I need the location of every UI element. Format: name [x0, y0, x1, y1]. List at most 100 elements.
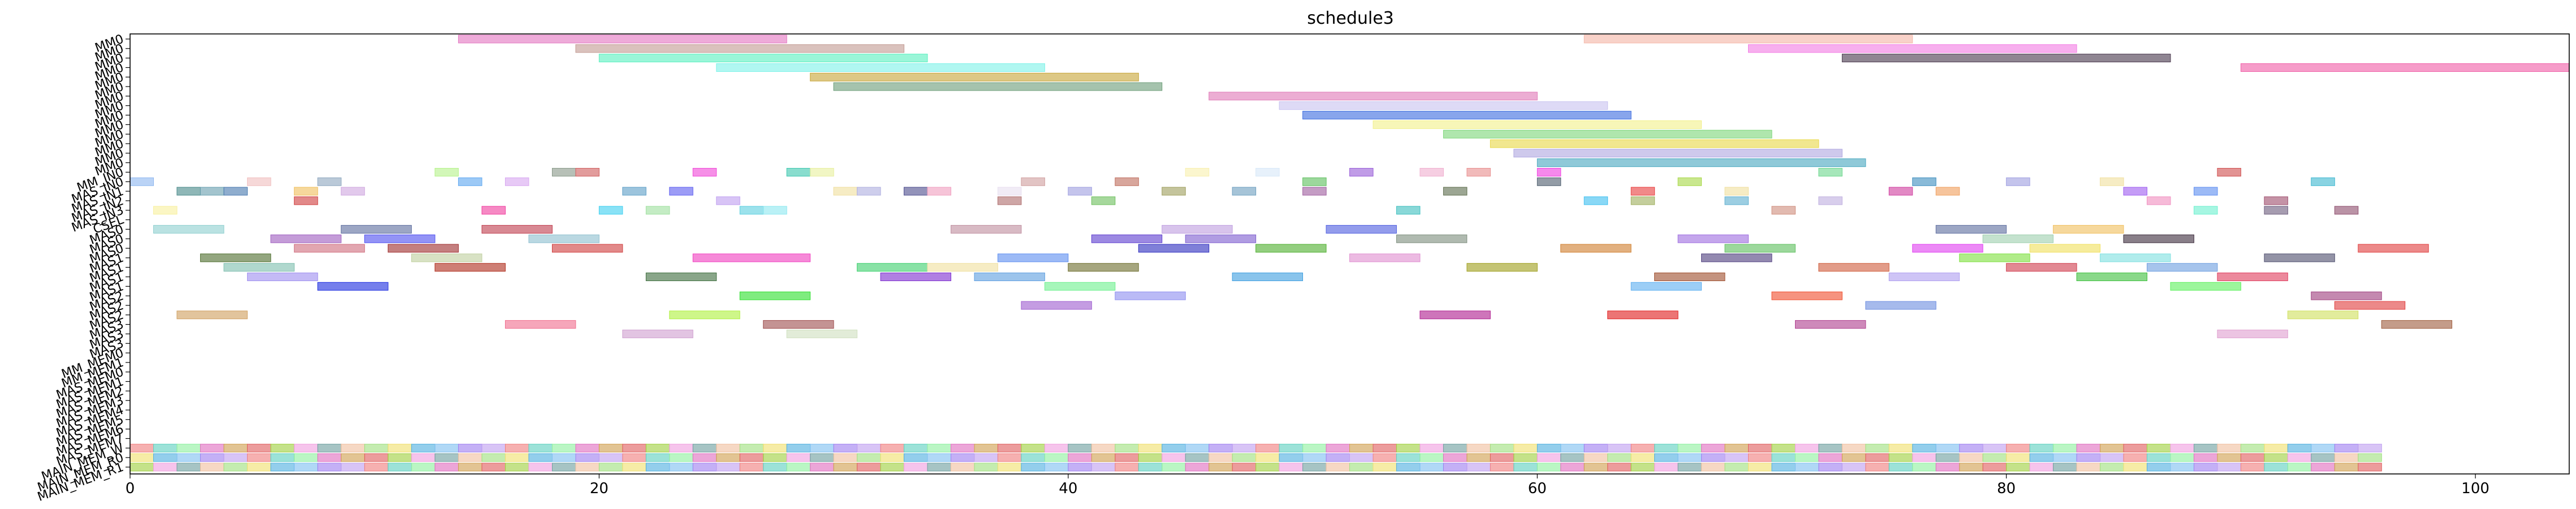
- mem-block-main_mem_r0-13: [434, 453, 459, 462]
- task-bar-mas1-117: [200, 253, 271, 262]
- mem-block-main_mem_r1-13: [434, 463, 459, 472]
- mem-block-main_mem_r1-52: [1349, 463, 1374, 472]
- task-bar-mm0-5: [1841, 54, 2171, 63]
- mem-block-main_mem_r1-33: [904, 463, 928, 472]
- mem-block-main_mem_w-48: [1255, 443, 1280, 452]
- x-tick-label: 100: [2461, 480, 2489, 497]
- mem-block-main_mem_w-79: [1982, 443, 2007, 452]
- task-bar-mas2-156: [669, 310, 740, 320]
- task-bar-mas1-143: [2217, 273, 2288, 281]
- task-bar-mas_in1-50: [340, 187, 365, 196]
- task-bar-mm_in0-28: [1466, 168, 1491, 176]
- mem-block-main_mem_w-28: [786, 443, 811, 452]
- mem-block-main_mem_r0-41: [1091, 453, 1116, 462]
- task-bar-mas_in0-36: [505, 177, 529, 186]
- mem-block-main_mem_w-78: [1959, 443, 1983, 452]
- mem-block-main_mem_r1-15: [481, 463, 506, 472]
- mem-block-main_mem_r1-61: [1560, 463, 1585, 472]
- mem-block-main_mem_r0-28: [786, 453, 811, 462]
- mem-block-main_mem_r1-14: [458, 463, 482, 472]
- mem-block-main_mem_w-26: [739, 443, 764, 452]
- mem-block-main_mem_r1-46: [1209, 463, 1233, 472]
- task-bar-mas_in3-82: [645, 206, 670, 215]
- task-bar-mas_in1-49: [294, 187, 318, 196]
- mem-block-main_mem_w-49: [1279, 443, 1304, 452]
- task-bar-mas_in1-66: [1935, 187, 1960, 196]
- mem-block-main_mem_r1-37: [997, 463, 1022, 472]
- mem-block-main_mem_r0-89: [2217, 453, 2241, 462]
- mem-block-main_mem_w-77: [1935, 443, 1960, 452]
- mem-block-main_mem_r1-18: [552, 463, 576, 472]
- mem-block-main_mem_w-21: [622, 443, 646, 452]
- mem-block-main_mem_r0-59: [1513, 453, 1538, 462]
- task-bar-mas_in2-70: [716, 196, 740, 205]
- mem-block-main_mem_w-13: [434, 443, 459, 452]
- mem-block-main_mem_r1-53: [1373, 463, 1397, 472]
- mem-block-main_mem_r1-11: [387, 463, 412, 472]
- task-bar-mas1-137: [880, 273, 951, 281]
- task-bar-mas_in3-81: [598, 206, 623, 215]
- mem-block-main_mem_r0-43: [1138, 453, 1163, 462]
- mem-block-main_mem_r1-5: [247, 463, 271, 472]
- mem-block-main_mem_r1-90: [2240, 463, 2265, 472]
- task-bar-mas_in2-78: [2264, 196, 2288, 205]
- task-bar-mas_in1-48: [223, 187, 248, 196]
- mem-block-main_mem_w-62: [1583, 443, 1608, 452]
- task-bar-mas1-138: [974, 273, 1045, 281]
- task-bar-mas0-106: [2123, 234, 2194, 243]
- mem-block-main_mem_w-39: [1044, 443, 1069, 452]
- mem-block-main_mem_w-42: [1115, 443, 1139, 452]
- task-bar-mas3-165: [786, 329, 858, 338]
- mem-block-main_mem_w-2: [176, 443, 201, 452]
- mem-block-main_mem_w-87: [2170, 443, 2194, 452]
- mem-block-main_mem_w-25: [716, 443, 740, 452]
- mem-block-main_mem_r1-29: [810, 463, 834, 472]
- mem-block-main_mem_r0-18: [552, 453, 576, 462]
- task-bar-mas_in3-83: [739, 206, 764, 215]
- mem-block-main_mem_r0-92: [2287, 453, 2312, 462]
- mem-block-main_mem_w-51: [1326, 443, 1350, 452]
- mem-block-main_mem_r0-21: [622, 453, 646, 462]
- task-bar-mas0-102: [1185, 234, 1257, 243]
- mem-block-main_mem_r0-3: [200, 453, 225, 462]
- task-bar-mas_in2-77: [2147, 196, 2171, 205]
- mem-block-main_mem_w-70: [1771, 443, 1796, 452]
- mem-block-main_mem_r1-59: [1513, 463, 1538, 472]
- mem-block-main_mem_r0-31: [857, 453, 881, 462]
- mem-block-main_mem_w-56: [1443, 443, 1468, 452]
- mem-block-main_mem_r1-65: [1654, 463, 1679, 472]
- mem-block-main_mem_r1-27: [763, 463, 787, 472]
- mem-block-main_mem_r0-60: [1537, 453, 1561, 462]
- mem-block-main_mem_r1-32: [880, 463, 905, 472]
- mem-block-main_mem_r1-79: [1982, 463, 2007, 472]
- task-bar-mas_in3-87: [2194, 206, 2218, 215]
- task-bar-mas_in3-80: [481, 206, 506, 215]
- task-bar-mas_in2-76: [1818, 196, 1843, 205]
- task-bar-mas_in3-84: [763, 206, 787, 215]
- x-tick-label: 40: [1059, 480, 1077, 497]
- mem-block-main_mem_w-10: [364, 443, 389, 452]
- mem-block-main_mem_w-93: [2311, 443, 2335, 452]
- task-bar-mm0-17: [1537, 158, 1866, 167]
- mem-block-main_mem_r1-62: [1583, 463, 1608, 472]
- mem-block-main_mem_r0-7: [294, 453, 318, 462]
- task-bar-mas0-91: [340, 225, 412, 234]
- task-bar-mas_in3-89: [2334, 206, 2359, 215]
- task-bar-mas0-107: [294, 244, 365, 253]
- mem-block-main_mem_r0-23: [669, 453, 693, 462]
- mem-block-main_mem_w-59: [1513, 443, 1538, 452]
- mem-block-main_mem_r0-24: [692, 453, 717, 462]
- mem-block-main_mem_r1-74: [1865, 463, 1889, 472]
- task-bar-mas1-141: [1888, 273, 1960, 281]
- mem-block-main_mem_w-9: [340, 443, 365, 452]
- task-bar-mas_in2-71: [997, 196, 1022, 205]
- mem-block-main_mem_r1-49: [1279, 463, 1304, 472]
- mem-block-main_mem_r0-63: [1607, 453, 1632, 462]
- mem-block-main_mem_r0-5: [247, 453, 271, 462]
- task-bar-mas1-135: [247, 273, 318, 281]
- mem-block-main_mem_r1-48: [1255, 463, 1280, 472]
- mem-block-main_mem_r0-50: [1302, 453, 1327, 462]
- task-bar-mm0-15: [1490, 139, 1819, 148]
- task-bar-mas2-152: [1021, 301, 1092, 310]
